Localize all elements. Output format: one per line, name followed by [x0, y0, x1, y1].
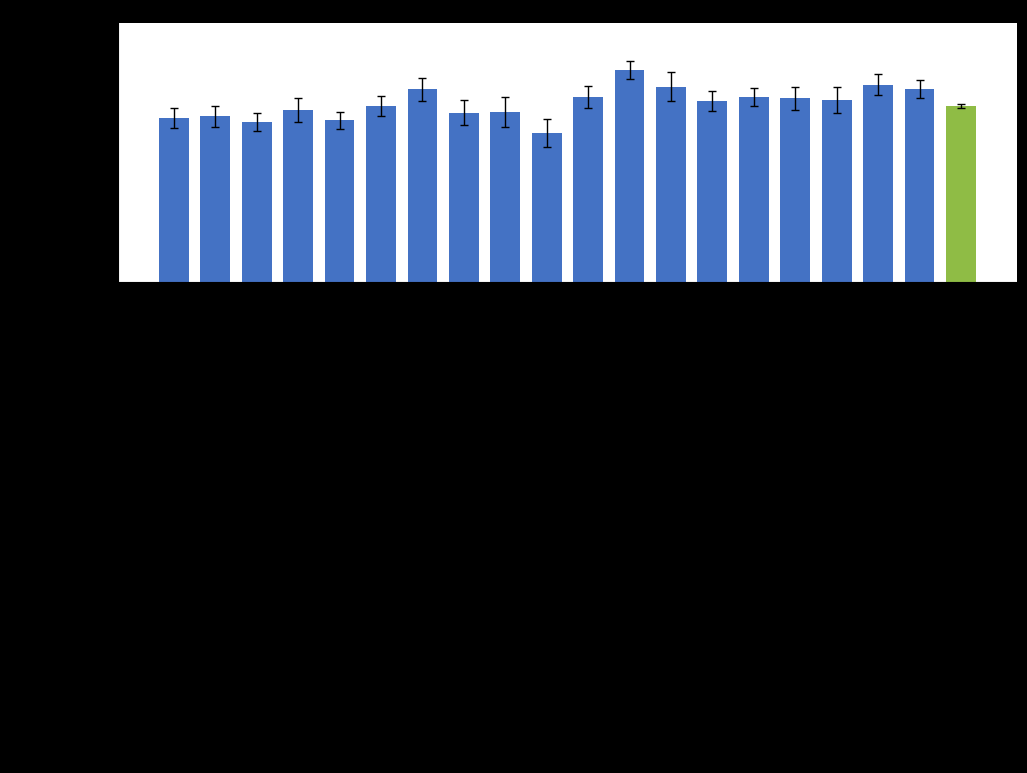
Bar: [781, 98, 810, 282]
Bar: [325, 121, 354, 282]
Bar: [200, 117, 230, 282]
Bar: [946, 106, 976, 282]
Bar: [490, 112, 521, 282]
Bar: [532, 133, 562, 282]
Bar: [241, 121, 271, 282]
Bar: [738, 97, 769, 282]
Bar: [366, 106, 396, 282]
Bar: [573, 97, 603, 282]
Bar: [822, 100, 851, 282]
Bar: [656, 87, 686, 282]
Bar: [697, 101, 727, 282]
Bar: [905, 89, 935, 282]
Bar: [408, 89, 438, 282]
Bar: [614, 70, 645, 282]
Bar: [283, 110, 313, 282]
Bar: [449, 113, 479, 282]
Bar: [864, 85, 893, 282]
Bar: [159, 117, 189, 282]
